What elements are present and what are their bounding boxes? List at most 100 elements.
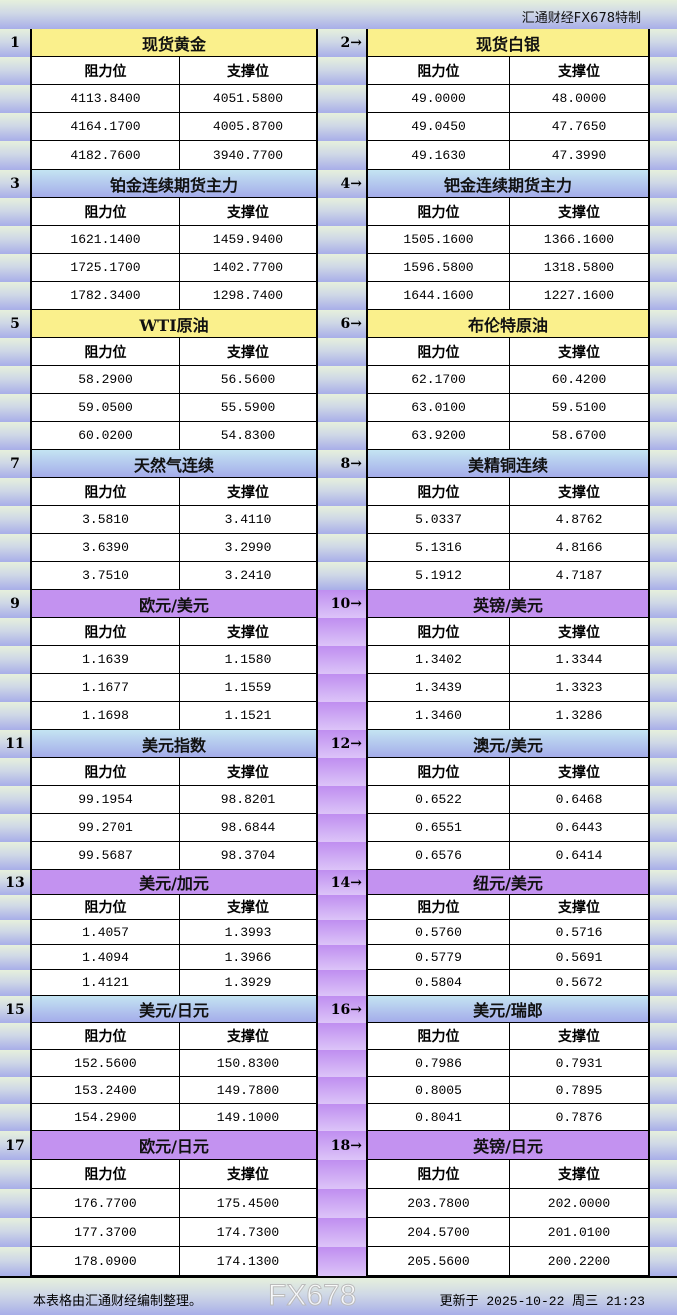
gutter: [0, 646, 30, 674]
gutter: [316, 366, 368, 394]
support-header: 支撑位: [179, 895, 316, 920]
support-value: 1.3966: [179, 945, 316, 970]
gutter: [316, 478, 368, 506]
support-value: 1.1521: [179, 702, 316, 730]
gutter: [0, 1104, 30, 1131]
resistance-value: 1.4057: [30, 920, 179, 945]
table-row: 3.6390 3.2990 5.1316 4.8166: [0, 534, 677, 562]
gutter: [648, 646, 677, 674]
table-row: 99.2701 98.6844 0.6551 0.6443: [0, 814, 677, 842]
resistance-value: 62.1700: [368, 366, 509, 394]
brand-label: 汇通财经FX678特制: [521, 11, 641, 26]
gutter: [648, 170, 677, 198]
support-value: 175.4500: [179, 1189, 316, 1218]
table-row: 99.1954 98.8201 0.6522 0.6468: [0, 786, 677, 814]
gutter: [0, 1160, 30, 1189]
table-row: 1.1698 1.1521 1.3460 1.3286: [0, 702, 677, 730]
gutter: [316, 506, 368, 534]
resistance-value: 1782.3400: [30, 282, 179, 310]
resistance-value: 3.5810: [30, 506, 179, 534]
column-header-row: 阻力位 支撑位 阻力位 支撑位: [0, 1160, 677, 1189]
resistance-value: 4182.7600: [30, 141, 179, 170]
instrument-title: WTI原油: [30, 310, 316, 338]
resistance-header: 阻力位: [30, 478, 179, 506]
support-header: 支撑位: [179, 338, 316, 366]
resistance-value: 153.2400: [30, 1077, 179, 1104]
gutter: [0, 1050, 30, 1077]
gutter: [648, 506, 677, 534]
support-header: 支撑位: [509, 57, 648, 85]
gutter: [316, 562, 368, 590]
support-value: 174.1300: [179, 1247, 316, 1276]
gutter: [0, 674, 30, 702]
instrument-title: 钯金连续期货主力: [368, 170, 648, 198]
section-header-row: 7 8→ 天然气连续 美精铜连续: [0, 450, 677, 478]
resistance-header: 阻力位: [30, 895, 179, 920]
gutter: [0, 1023, 30, 1050]
resistance-value: 1.3439: [368, 674, 509, 702]
gutter: [648, 450, 677, 478]
resistance-header: 阻力位: [368, 57, 509, 85]
support-value: 1.1580: [179, 646, 316, 674]
resistance-value: 5.0337: [368, 506, 509, 534]
table-row: 1.4057 1.3993 0.5760 0.5716: [0, 920, 677, 945]
resistance-header: 阻力位: [368, 1160, 509, 1189]
support-header: 支撑位: [509, 478, 648, 506]
table-row: 1.4094 1.3966 0.5779 0.5691: [0, 945, 677, 970]
resistance-value: 5.1316: [368, 534, 509, 562]
resistance-header: 阻力位: [30, 1023, 179, 1050]
gutter: [648, 702, 677, 730]
resistance-value: 0.8041: [368, 1104, 509, 1131]
gutter: [648, 970, 677, 996]
gutter: [648, 113, 677, 141]
gutter: [316, 895, 368, 920]
support-value: 149.7800: [179, 1077, 316, 1104]
row-number-arrow: 16→: [316, 996, 368, 1023]
gutter: [316, 394, 368, 422]
column-header-row: 阻力位 支撑位 阻力位 支撑位: [0, 478, 677, 506]
support-header: 支撑位: [509, 1023, 648, 1050]
support-value: 3.4110: [179, 506, 316, 534]
gutter: [648, 198, 677, 226]
resistance-value: 99.5687: [30, 842, 179, 870]
support-header: 支撑位: [509, 1160, 648, 1189]
resistance-value: 205.5600: [368, 1247, 509, 1276]
top-bar: 汇通财经FX678特制: [0, 0, 677, 29]
gutter: [648, 394, 677, 422]
support-value: 98.6844: [179, 814, 316, 842]
gutter: [0, 534, 30, 562]
gutter: [316, 1077, 368, 1104]
row-number: 9: [0, 590, 30, 618]
gutter: [0, 141, 30, 170]
support-value: 1.3323: [509, 674, 648, 702]
row-number-arrow: 14→: [316, 870, 368, 895]
table-row: 4182.7600 3940.7700 49.1630 47.3990: [0, 141, 677, 170]
support-value: 0.7895: [509, 1077, 648, 1104]
instrument-title: 现货黄金: [30, 29, 316, 57]
gutter: [648, 57, 677, 85]
resistance-value: 1.1639: [30, 646, 179, 674]
support-value: 3.2410: [179, 562, 316, 590]
resistance-value: 1644.1600: [368, 282, 509, 310]
instrument-title: 欧元/美元: [30, 590, 316, 618]
gutter: [648, 814, 677, 842]
support-header: 支撑位: [179, 1160, 316, 1189]
resistance-value: 99.1954: [30, 786, 179, 814]
support-value: 150.8300: [179, 1050, 316, 1077]
support-header: 支撑位: [179, 478, 316, 506]
gutter: [316, 141, 368, 170]
gutter: [0, 920, 30, 945]
resistance-value: 1505.1600: [368, 226, 509, 254]
support-header: 支撑位: [509, 338, 648, 366]
gutter: [648, 1050, 677, 1077]
table-row: 177.3700 174.7300 204.5700 201.0100: [0, 1218, 677, 1247]
resistance-value: 0.5760: [368, 920, 509, 945]
gutter: [648, 842, 677, 870]
resistance-value: 1.3460: [368, 702, 509, 730]
support-value: 0.6443: [509, 814, 648, 842]
gutter: [648, 730, 677, 758]
instrument-title: 美元/加元: [30, 870, 316, 895]
gutter: [648, 422, 677, 450]
resistance-header: 阻力位: [368, 895, 509, 920]
gutter: [0, 85, 30, 113]
